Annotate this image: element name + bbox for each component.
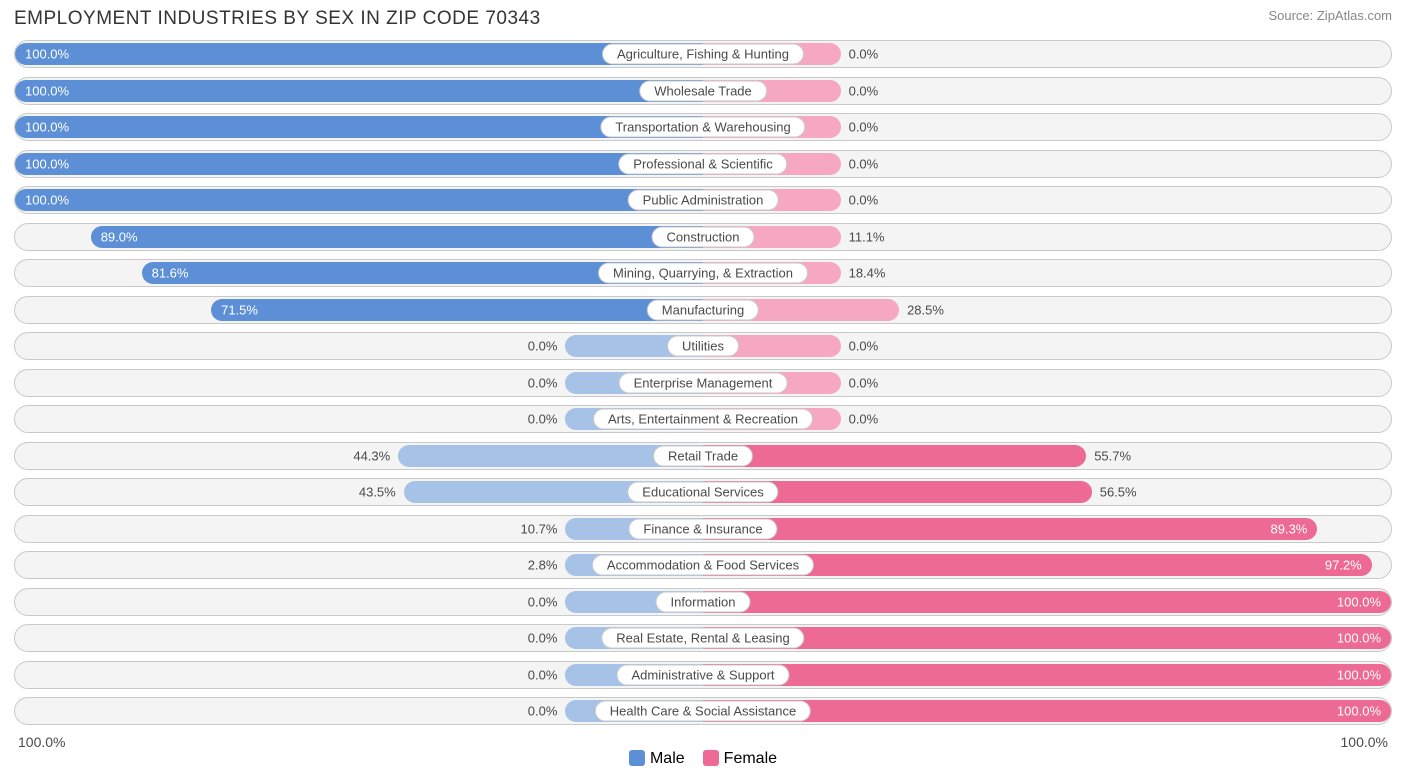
male-value: 0.0% — [528, 339, 558, 354]
female-value: 56.5% — [1100, 485, 1137, 500]
female-value: 11.1% — [849, 229, 885, 244]
female-value: 55.7% — [1094, 448, 1131, 463]
category-label: Wholesale Trade — [639, 80, 767, 101]
legend-swatch — [629, 750, 645, 766]
female-value: 0.0% — [849, 412, 879, 427]
legend-swatch — [703, 750, 719, 766]
axis-right-label: 100.0% — [1341, 734, 1388, 750]
category-label: Manufacturing — [647, 299, 759, 320]
female-value: 0.0% — [849, 156, 879, 171]
male-value: 89.0% — [101, 229, 138, 244]
category-label: Mining, Quarrying, & Extraction — [598, 263, 808, 284]
male-bar: 100.0% — [15, 153, 703, 175]
chart-header: EMPLOYMENT INDUSTRIES BY SEX IN ZIP CODE… — [14, 8, 1392, 30]
male-value: 43.5% — [359, 485, 396, 500]
male-bar: 100.0% — [15, 43, 703, 65]
female-value: 0.0% — [849, 47, 879, 62]
female-value: 89.3% — [1271, 521, 1308, 536]
male-value: 100.0% — [25, 193, 69, 208]
chart-row: 0.0% 0.0% Arts, Entertainment & Recreation — [14, 405, 1392, 433]
legend-item: Female — [703, 750, 777, 768]
legend-item: Male — [629, 750, 685, 768]
male-value: 100.0% — [25, 120, 69, 135]
male-value: 0.0% — [528, 594, 558, 609]
chart-row: 100.0% 0.0% Agriculture, Fishing & Hunting — [14, 40, 1392, 68]
chart-footer: 100.0% 100.0% MaleFemale — [14, 734, 1392, 754]
chart-row: 100.0% 0.0% Public Administration — [14, 186, 1392, 214]
category-label: Arts, Entertainment & Recreation — [593, 409, 813, 430]
female-value: 18.4% — [849, 266, 886, 281]
female-value: 100.0% — [1337, 667, 1381, 682]
chart-rows: 100.0% 0.0% Agriculture, Fishing & Hunting… — [14, 40, 1392, 725]
category-label: Transportation & Warehousing — [600, 117, 805, 138]
category-label: Construction — [652, 226, 755, 247]
chart-row: 0.0% 100.0% Real Estate, Rental & Leasing — [14, 624, 1392, 652]
category-label: Finance & Insurance — [628, 518, 777, 539]
chart-row: 0.0% 100.0% Information — [14, 588, 1392, 616]
chart-row: 0.0% 100.0% Health Care & Social Assistanc… — [14, 697, 1392, 725]
male-value: 100.0% — [25, 47, 69, 62]
female-value: 0.0% — [849, 375, 879, 390]
female-bar: 100.0% — [703, 591, 1391, 613]
female-bar — [703, 445, 1086, 467]
female-value: 100.0% — [1337, 631, 1381, 646]
category-label: Public Administration — [628, 190, 779, 211]
category-label: Professional & Scientific — [618, 153, 787, 174]
male-bar: 89.0% — [91, 226, 703, 248]
female-value: 100.0% — [1337, 704, 1381, 719]
chart-row: 10.7% 89.3% Finance & Insurance — [14, 515, 1392, 543]
female-value: 28.5% — [907, 302, 944, 317]
chart-row: 2.8% 97.2% Accommodation & Food Services — [14, 551, 1392, 579]
male-bar: 100.0% — [15, 189, 703, 211]
chart-row: 44.3% 55.7% Retail Trade — [14, 442, 1392, 470]
male-value: 81.6% — [152, 266, 189, 281]
male-value: 0.0% — [528, 704, 558, 719]
female-value: 97.2% — [1325, 558, 1362, 573]
chart-row: 0.0% 100.0% Administrative & Support — [14, 661, 1392, 689]
female-bar: 100.0% — [703, 664, 1391, 686]
chart-row: 81.6% 18.4% Mining, Quarrying, & Extractio… — [14, 259, 1392, 287]
category-label: Enterprise Management — [619, 372, 788, 393]
chart-title: EMPLOYMENT INDUSTRIES BY SEX IN ZIP CODE… — [14, 8, 541, 30]
chart-row: 100.0% 0.0% Wholesale Trade — [14, 77, 1392, 105]
male-value: 2.8% — [528, 558, 558, 573]
category-label: Information — [655, 591, 750, 612]
female-bar: 100.0% — [703, 627, 1391, 649]
chart-row: 100.0% 0.0% Professional & Scientific — [14, 150, 1392, 178]
male-value: 71.5% — [221, 302, 258, 317]
chart-row: 0.0% 0.0% Utilities — [14, 332, 1392, 360]
male-value: 100.0% — [25, 156, 69, 171]
chart-row: 71.5% 28.5% Manufacturing — [14, 296, 1392, 324]
male-value: 100.0% — [25, 83, 69, 98]
category-label: Accommodation & Food Services — [592, 555, 814, 576]
category-label: Administrative & Support — [616, 664, 789, 685]
female-value: 100.0% — [1337, 594, 1381, 609]
male-bar: 71.5% — [211, 299, 703, 321]
female-value: 0.0% — [849, 83, 879, 98]
category-label: Health Care & Social Assistance — [595, 701, 811, 722]
category-label: Retail Trade — [653, 445, 753, 466]
male-bar: 100.0% — [15, 80, 703, 102]
chart-row: 0.0% 0.0% Enterprise Management — [14, 369, 1392, 397]
male-value: 10.7% — [521, 521, 558, 536]
chart-row: 89.0% 11.1% Construction — [14, 223, 1392, 251]
category-label: Real Estate, Rental & Leasing — [601, 628, 804, 649]
axis-left-label: 100.0% — [18, 734, 65, 750]
male-value: 0.0% — [528, 631, 558, 646]
male-value: 0.0% — [528, 375, 558, 390]
male-value: 44.3% — [353, 448, 390, 463]
chart-legend: Male Female — [629, 750, 777, 768]
category-label: Agriculture, Fishing & Hunting — [602, 44, 804, 65]
female-value: 0.0% — [849, 339, 879, 354]
female-bar: 89.3% — [703, 518, 1317, 540]
female-value: 0.0% — [849, 193, 879, 208]
category-label: Utilities — [667, 336, 739, 357]
male-value: 0.0% — [528, 667, 558, 682]
male-value: 0.0% — [528, 412, 558, 427]
chart-row: 43.5% 56.5% Educational Services — [14, 478, 1392, 506]
female-value: 0.0% — [849, 120, 879, 135]
chart-row: 100.0% 0.0% Transportation & Warehousing — [14, 113, 1392, 141]
chart-source: Source: ZipAtlas.com — [1268, 8, 1392, 23]
category-label: Educational Services — [627, 482, 778, 503]
